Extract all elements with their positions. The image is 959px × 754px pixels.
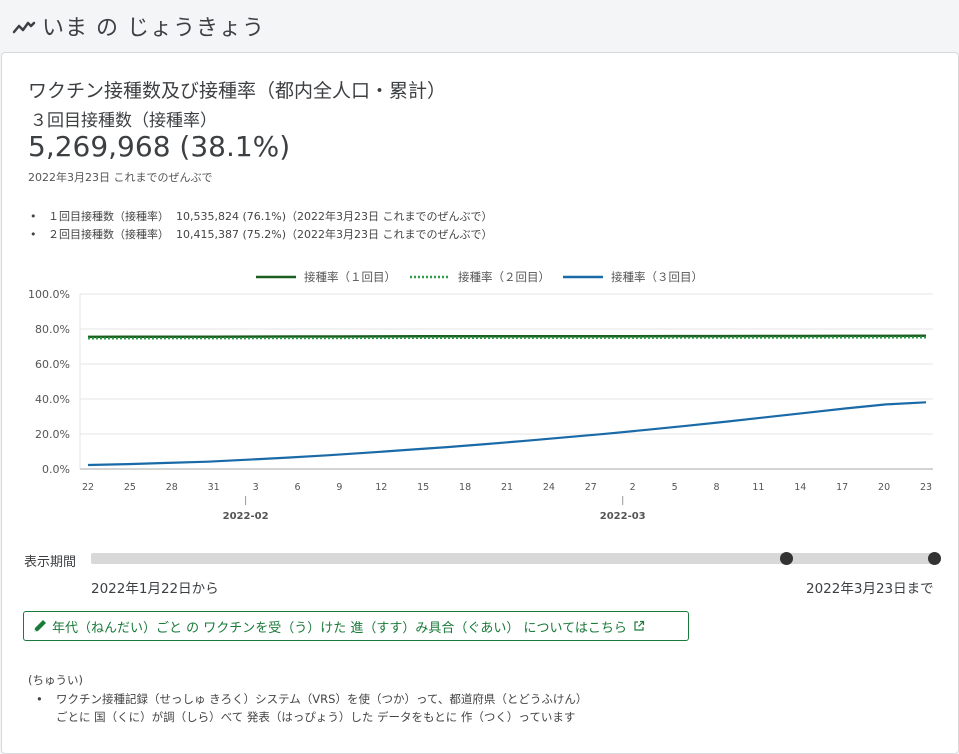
x-tick-label: 31 bbox=[208, 482, 220, 493]
age-group-progress-link[interactable]: 年代（ねんだい）ごと の ワクチンを受（う）けた 進（すす）み具合（ぐあい） に… bbox=[23, 611, 689, 641]
period-slider-track[interactable] bbox=[91, 553, 934, 564]
bullet-value: 10,415,387 (75.2%)（2022年3月23日 これまでのぜんぶで） bbox=[176, 228, 493, 241]
x-tick-label: 24 bbox=[543, 482, 555, 493]
legend-label: 接種率（１回目） bbox=[304, 270, 396, 284]
x-tick-label: 23 bbox=[920, 482, 932, 493]
x-tick-label: 5 bbox=[672, 482, 678, 493]
bullet-value: 10,535,824 (76.1%)（2022年3月23日 これまでのぜんぶで） bbox=[176, 210, 493, 223]
notes-heading: (ちゅうい) bbox=[28, 673, 83, 687]
date-note: 2022年3月23日 これまでのぜんぶで bbox=[28, 171, 213, 184]
x-tick-label: 22 bbox=[82, 482, 94, 493]
x-tick-label: 2 bbox=[630, 482, 636, 493]
x-tick-label: 8 bbox=[713, 482, 719, 493]
x-tick-label: 11 bbox=[752, 482, 764, 493]
page-title: いま の じょうきょう bbox=[42, 16, 265, 41]
x-tick-label: 28 bbox=[166, 482, 178, 493]
list-item: • ２回目接種数（接種率） 10,415,387 (75.2%)（2022年3月… bbox=[30, 227, 493, 242]
period-slider-start-handle[interactable] bbox=[779, 552, 793, 565]
legend-label: 接種率（２回目） bbox=[458, 270, 550, 284]
x-tick-label: 27 bbox=[585, 482, 597, 493]
vaccination-rate-chart: 0.0%20.0%40.0%60.0%80.0%100.0%22 25 28 31 3 6… bbox=[28, 270, 933, 522]
period-label: 表示期間 bbox=[24, 555, 77, 570]
bullet-label: ２回目接種数（接種率） bbox=[48, 228, 169, 241]
y-tick-label: 100.0% bbox=[28, 288, 70, 301]
x-tick-label: 14 bbox=[794, 482, 806, 493]
x-tick-label: 18 bbox=[459, 482, 471, 493]
x-tick-label: 12 bbox=[375, 482, 387, 493]
vaccination-card bbox=[1, 52, 959, 754]
list-item: ごとに 国（くに）が調（しら）べて 発表（はっぴょう）した データをもとに 作（… bbox=[56, 710, 576, 724]
main-value: 5,269,968 (38.1%) bbox=[28, 130, 291, 163]
y-tick-label: 40.0% bbox=[35, 393, 70, 406]
y-tick-label: 0.0% bbox=[42, 463, 70, 476]
y-tick-label: 80.0% bbox=[35, 323, 70, 336]
series-line bbox=[87, 334, 927, 339]
x-tick-label: 17 bbox=[836, 482, 848, 493]
x-tick-label: 15 bbox=[417, 482, 429, 493]
y-tick-label: 20.0% bbox=[35, 428, 70, 441]
bullet-list: • １回目接種数（接種率） 10,535,824 (76.1%)（2022年3月… bbox=[30, 207, 493, 243]
month-label: 2022-02 bbox=[223, 511, 269, 522]
month-label: 2022-03 bbox=[600, 511, 646, 522]
x-tick-label: 6 bbox=[294, 482, 300, 493]
trend-line-icon bbox=[12, 21, 36, 34]
period-to: 2022年3月23日まで bbox=[806, 581, 934, 597]
list-item: • １回目接種数（接種率） 10,535,824 (76.1%)（2022年3月… bbox=[30, 209, 493, 224]
page-header: いま の じょうきょう bbox=[0, 0, 959, 52]
period-from: 2022年1月22日から bbox=[91, 581, 219, 597]
x-tick-label: 25 bbox=[124, 482, 136, 493]
bullet-label: １回目接種数（接種率） bbox=[48, 210, 169, 223]
y-tick-label: 60.0% bbox=[35, 358, 70, 371]
card-subtitle: ３回目接種数（接種率） bbox=[30, 111, 217, 131]
card-title: ワクチン接種数及び接種率（都内全人口・累計） bbox=[28, 80, 447, 102]
period-slider-end-handle[interactable] bbox=[927, 552, 941, 565]
x-tick-label: 21 bbox=[501, 482, 513, 493]
x-tick-label: 3 bbox=[253, 482, 259, 493]
series-line bbox=[87, 401, 927, 467]
pencil-icon bbox=[34, 620, 46, 632]
list-item: • ワクチン接種記録（せっしゅ きろく）システム（VRS）を使（つか）って、都道府… bbox=[36, 692, 588, 706]
x-tick-label: 9 bbox=[336, 482, 342, 493]
external-link-icon bbox=[634, 620, 644, 631]
notes-list: • ワクチン接種記録（せっしゅ きろく）システム（VRS）を使（つか）って、都道府… bbox=[36, 690, 587, 726]
link-label: 年代（ねんだい）ごと の ワクチンを受（う）けた 進（すす）み具合（ぐあい） に… bbox=[52, 620, 627, 636]
legend-label: 接種率（３回目） bbox=[611, 270, 703, 284]
x-tick-label: 20 bbox=[878, 482, 890, 493]
